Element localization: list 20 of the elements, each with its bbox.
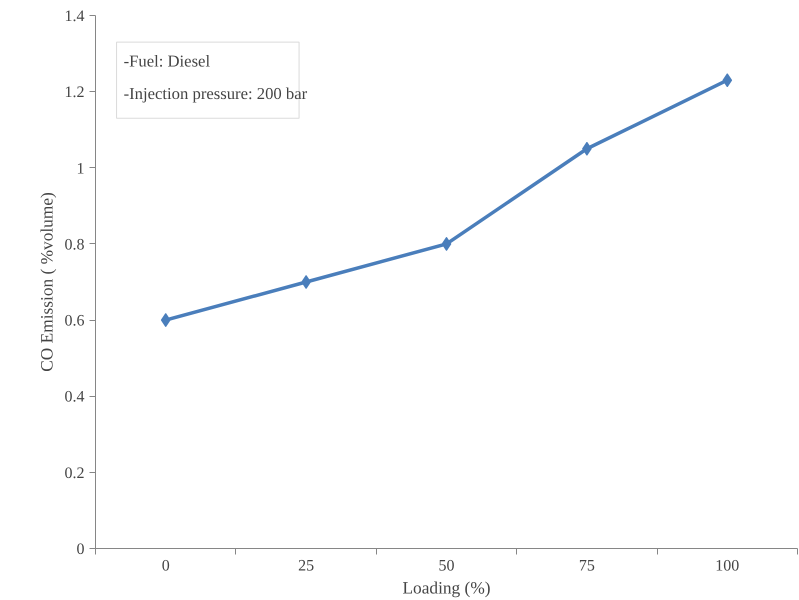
x-tick-label: 25 — [298, 558, 314, 574]
y-tick-label: 1 — [76, 160, 84, 178]
x-tick-label: 75 — [578, 558, 595, 574]
point — [301, 275, 311, 289]
y-tick-label: 0.4 — [64, 388, 84, 406]
point — [722, 73, 732, 88]
y-tick-label: 1.4 — [64, 8, 84, 25]
point — [160, 313, 171, 328]
y-tick-label: 0.6 — [64, 312, 84, 330]
y-tick-label: 0.2 — [64, 464, 84, 482]
annotation: -Injection pressure: 200 bar — [124, 84, 308, 104]
x-tick-label: 50 — [438, 558, 454, 574]
y-tick-label: 0.8 — [64, 236, 84, 254]
y-tick-label: 1.2 — [64, 84, 84, 102]
annotation: -Fuel: Diesel — [124, 52, 210, 71]
x-tick-label: 0 — [162, 558, 170, 574]
x-tick-label: 100 — [715, 558, 740, 574]
y-axis-title: CO Emission ( %volume) — [38, 192, 56, 372]
y-tick-label: 0 — [76, 541, 84, 558]
x-axis-title: Loading (%) — [402, 578, 491, 598]
